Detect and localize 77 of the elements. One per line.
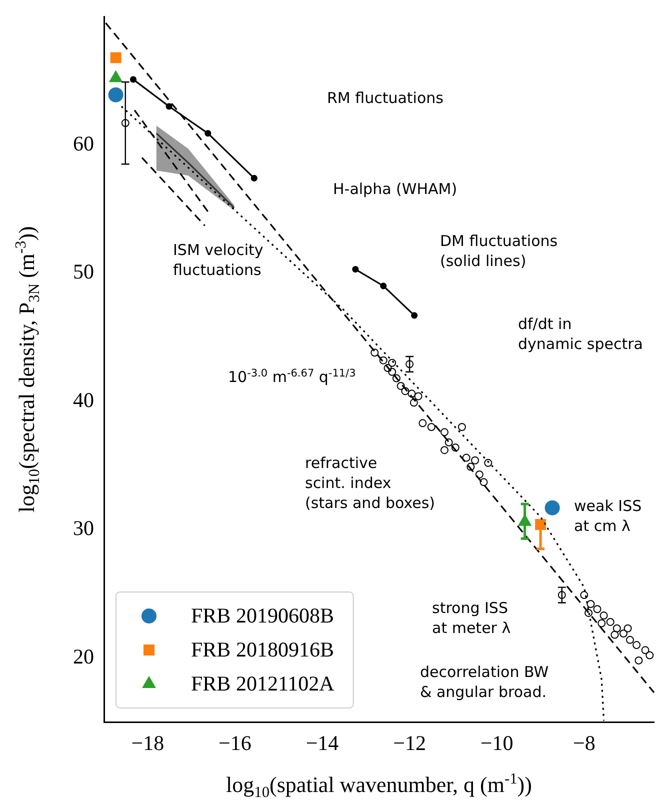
point bbox=[352, 266, 359, 273]
point bbox=[410, 398, 418, 407]
point bbox=[610, 630, 619, 639]
point bbox=[411, 312, 418, 319]
point bbox=[632, 641, 641, 650]
y-tick-label: 50 bbox=[73, 260, 94, 284]
point bbox=[584, 608, 593, 617]
point bbox=[544, 500, 560, 516]
point bbox=[166, 103, 172, 110]
point bbox=[480, 478, 488, 486]
point bbox=[110, 52, 122, 64]
point bbox=[108, 87, 124, 102]
point bbox=[406, 360, 414, 368]
annotation: strong ISS at meter λ bbox=[432, 599, 511, 637]
point bbox=[392, 374, 400, 382]
annotation: ISM velocity fluctuations bbox=[173, 241, 264, 279]
point bbox=[451, 444, 460, 452]
point bbox=[388, 368, 396, 376]
point bbox=[593, 605, 602, 614]
point bbox=[401, 387, 410, 396]
point bbox=[444, 438, 453, 446]
annotation: H-alpha (WHAM) bbox=[333, 180, 458, 198]
x-tick-label: −10 bbox=[480, 731, 514, 756]
legend-label: FRB 20121102A bbox=[191, 672, 336, 696]
point bbox=[600, 612, 608, 620]
point bbox=[427, 423, 436, 432]
point bbox=[380, 282, 387, 290]
point bbox=[418, 419, 427, 428]
annotation: RM fluctuations bbox=[327, 89, 444, 107]
point bbox=[598, 619, 606, 628]
point bbox=[466, 462, 475, 471]
y-tick-label: 30 bbox=[73, 516, 94, 540]
point bbox=[204, 130, 212, 137]
legend-label: FRB 20180916B bbox=[191, 638, 334, 662]
point bbox=[408, 390, 416, 398]
point bbox=[586, 600, 595, 608]
annotation: weak ISS at cm λ bbox=[574, 497, 642, 535]
point bbox=[619, 630, 628, 638]
point bbox=[414, 392, 422, 400]
point bbox=[475, 470, 484, 478]
point bbox=[624, 624, 632, 632]
x-tick-label: −12 bbox=[393, 731, 426, 756]
y-tick-label: 40 bbox=[73, 388, 94, 412]
x-tick-label: −18 bbox=[131, 731, 164, 756]
annotation: DM fluctuations (solid lines) bbox=[440, 232, 558, 270]
x-tick-label: −8 bbox=[572, 731, 596, 756]
point bbox=[440, 428, 448, 436]
point bbox=[384, 364, 392, 372]
annotation: df/dt in dynamic spectra bbox=[518, 315, 643, 353]
point bbox=[121, 119, 130, 128]
point bbox=[641, 646, 650, 654]
point bbox=[250, 174, 258, 182]
point bbox=[558, 591, 566, 600]
point bbox=[612, 624, 621, 632]
point bbox=[606, 618, 614, 626]
point bbox=[634, 656, 643, 664]
point bbox=[130, 76, 137, 83]
point bbox=[580, 591, 588, 600]
point bbox=[440, 446, 448, 454]
point bbox=[388, 358, 396, 367]
legend-label: FRB 20190608B bbox=[191, 604, 334, 628]
point bbox=[458, 423, 466, 432]
point bbox=[626, 636, 634, 644]
point bbox=[646, 651, 654, 660]
y-axis-title: log10(spectral density, P3N (m-3)) bbox=[12, 226, 43, 512]
point bbox=[370, 348, 379, 357]
y-tick-label: 20 bbox=[73, 644, 94, 668]
point bbox=[471, 456, 480, 464]
x-tick-label: −16 bbox=[218, 731, 252, 756]
x-tick-label: −14 bbox=[306, 731, 340, 756]
point bbox=[484, 458, 492, 467]
point bbox=[462, 454, 470, 462]
point bbox=[396, 382, 405, 390]
point bbox=[379, 356, 388, 364]
annotation: refractive scint. index (stars and boxes) bbox=[305, 454, 436, 512]
y-tick-label: 60 bbox=[73, 131, 94, 156]
annotation: decorrelation BW & angular broad. bbox=[420, 663, 549, 701]
